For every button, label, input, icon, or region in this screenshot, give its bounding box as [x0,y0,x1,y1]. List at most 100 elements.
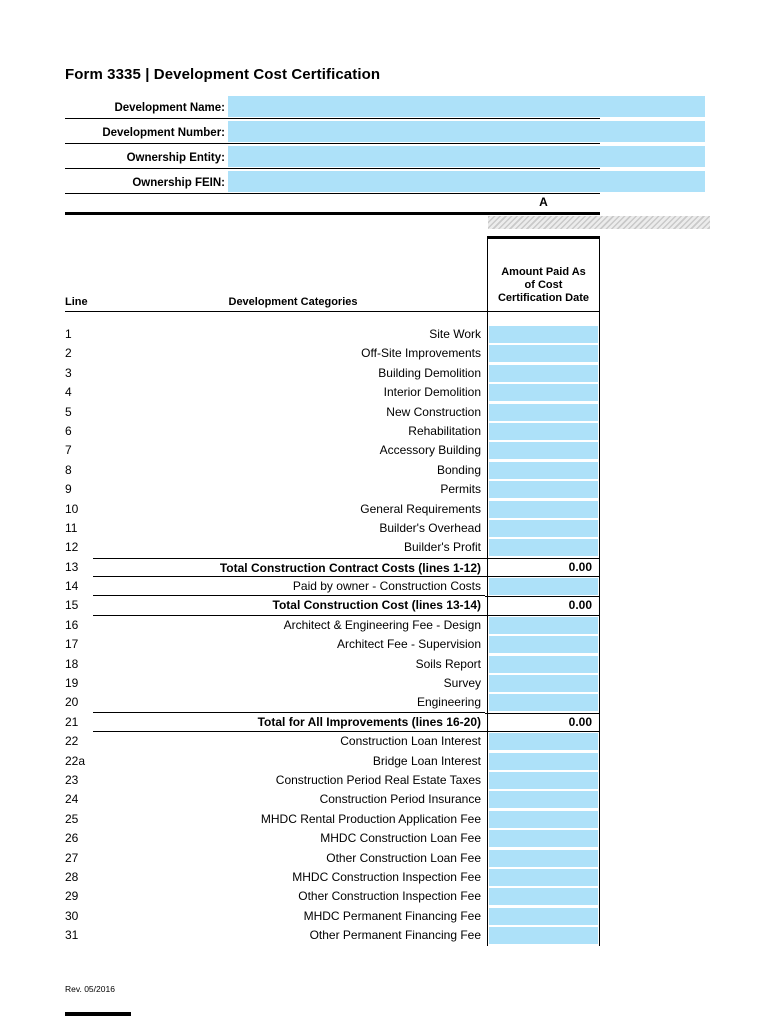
amount-input-cell[interactable] [489,481,598,499]
page-edge-mark [65,1012,131,1016]
amount-input-cell[interactable] [489,791,598,809]
table-row: 16 Architect & Engineering Fee - Design [65,616,600,635]
line-number: 14 [65,579,79,594]
line-number: 23 [65,772,79,787]
amount-input-cell[interactable] [489,364,598,382]
amount-input-cell[interactable] [489,442,598,460]
amount-input-cell[interactable] [489,539,598,557]
table-row: 21 Total for All Improvements (lines 16-2… [65,712,600,733]
table-row: 6 Rehabilitation [65,422,600,441]
field-row-ownership-fein: Ownership FEIN: [65,171,710,196]
line-number: 21 [65,714,79,729]
table-row: 22a Bridge Loan Interest [65,752,600,771]
category-label: Builder's Profit [404,540,481,555]
line-number: 16 [65,617,79,632]
line-number: 4 [65,385,72,400]
line-number: 9 [65,482,72,497]
category-label: Off-Site Improvements [361,346,481,361]
table-row: 26 MHDC Construction Loan Fee [65,829,600,848]
amount-input-cell[interactable] [489,461,598,479]
ownership-fein-label: Ownership FEIN: [132,177,225,189]
category-label: Architect & Engineering Fee - Design [283,617,481,632]
table-row: 30 MHDC Permanent Financing Fee [65,907,600,926]
table-row: 3 Building Demolition [65,364,600,383]
amount-input-cell[interactable] [489,578,598,596]
development-name-label: Development Name: [114,102,225,114]
category-label: MHDC Construction Inspection Fee [292,869,481,884]
category-label: Total for All Improvements (lines 16-20) [93,713,485,733]
amount-input-cell[interactable] [489,888,598,906]
line-number: 31 [65,928,79,943]
table-row: 1 Site Work [65,325,600,344]
line-number: 3 [65,365,72,380]
table-rows: 1 Site Work 2 Off-Site Improvements 3 Buildin… [65,325,600,946]
table-row: 19 Survey [65,674,600,693]
field-underline [65,142,600,144]
amount-input-cell[interactable] [489,675,598,693]
line-number: 18 [65,656,79,671]
line-number: 6 [65,423,72,438]
category-label: Soils Report [415,656,481,671]
table-row: 10 General Requirements [65,500,600,519]
amount-input-cell[interactable] [489,733,598,751]
column-a-label: A [539,195,548,209]
amount-input-cell[interactable] [489,616,598,634]
top-rule [65,212,600,215]
category-label: Survey [443,676,481,691]
ownership-entity-input[interactable] [228,146,705,167]
amount-input-cell[interactable] [489,849,598,867]
line-number: 19 [65,676,79,691]
amount-input-cell[interactable] [489,403,598,421]
amount-input-cell[interactable] [489,326,598,343]
cost-table: A Amount Paid As of Cost Certification D… [65,190,710,980]
amount-input-cell[interactable] [489,907,598,925]
category-label: Bridge Loan Interest [372,753,481,768]
amount-header-line1: Amount Paid As [501,266,586,278]
amount-input-cell[interactable] [489,345,598,363]
total-value-cell: 0.00 [485,557,600,578]
table-row: 29 Other Construction Inspection Fee [65,887,600,906]
category-label: Bonding [436,462,481,477]
line-number: 22 [65,734,79,749]
field-row-development-name: Development Name: [65,96,710,121]
category-label: Engineering [93,693,485,713]
amount-input-cell[interactable] [489,830,598,848]
table-row: 9 Permits [65,480,600,499]
amount-input-cell[interactable] [489,694,598,712]
line-number: 28 [65,869,79,884]
line-number: 13 [65,559,79,574]
field-row-development-number: Development Number: [65,121,710,146]
line-number: 12 [65,540,79,555]
table-row: 28 MHDC Construction Inspection Fee [65,868,600,887]
line-number: 24 [65,792,79,807]
category-label: Construction Period Insurance [319,792,481,807]
line-number: 11 [65,520,78,535]
line-number: 8 [65,462,72,477]
amount-input-cell[interactable] [489,500,598,518]
line-number: 29 [65,889,79,904]
table-row: 13 Total Construction Contract Costs (lin… [65,557,600,578]
amount-input-cell[interactable] [489,655,598,673]
category-label: MHDC Rental Production Application Fee [260,811,481,826]
field-underline [65,167,600,169]
amount-input-cell[interactable] [489,927,598,945]
amount-input-cell[interactable] [489,384,598,402]
table-row: 12 Builder's Profit [65,538,600,557]
amount-input-cell[interactable] [489,752,598,770]
amount-input-cell[interactable] [489,519,598,537]
total-value-cell: 0.00 [485,596,600,616]
amount-input-cell[interactable] [489,810,598,828]
amount-input-cell[interactable] [489,868,598,886]
development-number-input[interactable] [228,121,705,142]
amount-input-cell[interactable] [489,636,598,654]
ownership-fein-input[interactable] [228,171,705,192]
development-name-input[interactable] [228,96,705,117]
categories-column-header: Development Categories [228,296,358,308]
table-row: 31 Other Permanent Financing Fee [65,926,600,945]
field-row-ownership-entity: Ownership Entity: [65,146,710,171]
amount-input-cell[interactable] [489,422,598,440]
line-number: 7 [65,443,72,458]
category-label: Builder's Overhead [379,520,481,535]
amount-input-cell[interactable] [489,771,598,789]
